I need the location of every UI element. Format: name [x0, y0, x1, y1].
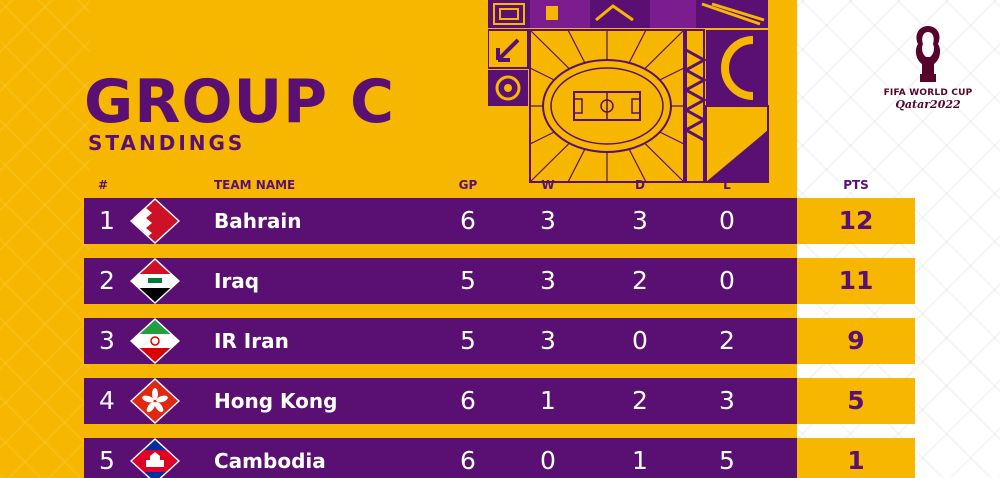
points: 11 — [838, 266, 874, 295]
hong-kong-flag-icon — [130, 378, 180, 424]
position: 3 — [99, 326, 115, 355]
col-d: D — [635, 178, 645, 192]
games-played: 6 — [460, 386, 476, 415]
position: 2 — [99, 266, 115, 295]
trophy-icon — [915, 26, 941, 82]
wins: 3 — [540, 266, 556, 295]
losses: 0 — [719, 206, 735, 235]
position: 1 — [99, 206, 115, 235]
losses: 0 — [719, 266, 735, 295]
points-box — [797, 378, 915, 424]
cambodia-flag-icon — [130, 438, 180, 478]
row-band — [84, 438, 797, 478]
draws: 3 — [632, 206, 648, 235]
left-pattern — [0, 0, 90, 478]
games-played: 5 — [460, 266, 476, 295]
wins: 0 — [540, 446, 556, 475]
wins: 1 — [540, 386, 556, 415]
losses: 3 — [719, 386, 735, 415]
position: 5 — [99, 446, 115, 475]
table-row: 3 IR Iran 5 3 0 2 9 — [84, 318, 915, 364]
logo-line1: FIFA WORLD CUP — [883, 88, 973, 98]
wins: 3 — [540, 206, 556, 235]
row-band — [84, 378, 797, 424]
points-box — [797, 318, 915, 364]
points: 1 — [847, 446, 865, 475]
bahrain-flag-icon — [130, 198, 180, 244]
col-w: W — [541, 178, 555, 192]
row-band — [84, 198, 797, 244]
decorative-artwork — [488, 0, 769, 183]
draws: 2 — [632, 386, 648, 415]
row-band — [84, 258, 797, 304]
points-box — [797, 438, 915, 478]
draws: 1 — [632, 446, 648, 475]
team-name: Iraq — [214, 269, 260, 293]
table-row: 5 Cambodia 6 0 1 5 1 — [84, 438, 915, 478]
points: 5 — [847, 386, 865, 415]
row-band — [84, 318, 797, 364]
table-row: 1 Bahrain 6 3 3 0 12 — [84, 198, 915, 244]
table-row: 4 Hong Kong 6 1 2 3 5 — [84, 378, 915, 424]
games-played: 6 — [460, 446, 476, 475]
page-subtitle: STANDINGS — [88, 131, 246, 155]
games-played: 5 — [460, 326, 476, 355]
team-name: Bahrain — [214, 209, 302, 233]
draws: 2 — [632, 266, 648, 295]
team-name: IR Iran — [214, 329, 289, 353]
iran-flag-icon — [130, 318, 180, 364]
team-name: Cambodia — [214, 449, 326, 473]
col-pts: PTS — [843, 178, 869, 192]
points-box — [797, 198, 915, 244]
standings-table: 1 Bahrain 6 3 3 0 12 2 — [84, 198, 915, 478]
position: 4 — [99, 386, 115, 415]
col-position: # — [97, 178, 109, 192]
logo-line2: Qatar2022 — [895, 98, 961, 111]
iraq-flag-icon — [130, 258, 180, 304]
games-played: 6 — [460, 206, 476, 235]
col-l: L — [723, 178, 731, 192]
losses: 2 — [719, 326, 735, 355]
wins: 3 — [540, 326, 556, 355]
points: 12 — [838, 206, 874, 235]
col-gp: GP — [458, 178, 478, 192]
page-title: GROUP C — [84, 67, 396, 137]
fifa-world-cup-logo: FIFA WORLD CUP Qatar2022 — [880, 22, 976, 122]
points-box — [797, 258, 915, 304]
draws: 0 — [632, 326, 648, 355]
losses: 5 — [719, 446, 735, 475]
points: 9 — [847, 326, 865, 355]
table-header: # TEAM NAME GP W D L PTS — [0, 177, 1000, 193]
table-row: 2 Iraq 5 3 2 0 11 — [84, 258, 915, 304]
team-name: Hong Kong — [214, 389, 338, 413]
col-team-name: TEAM NAME — [214, 178, 296, 192]
